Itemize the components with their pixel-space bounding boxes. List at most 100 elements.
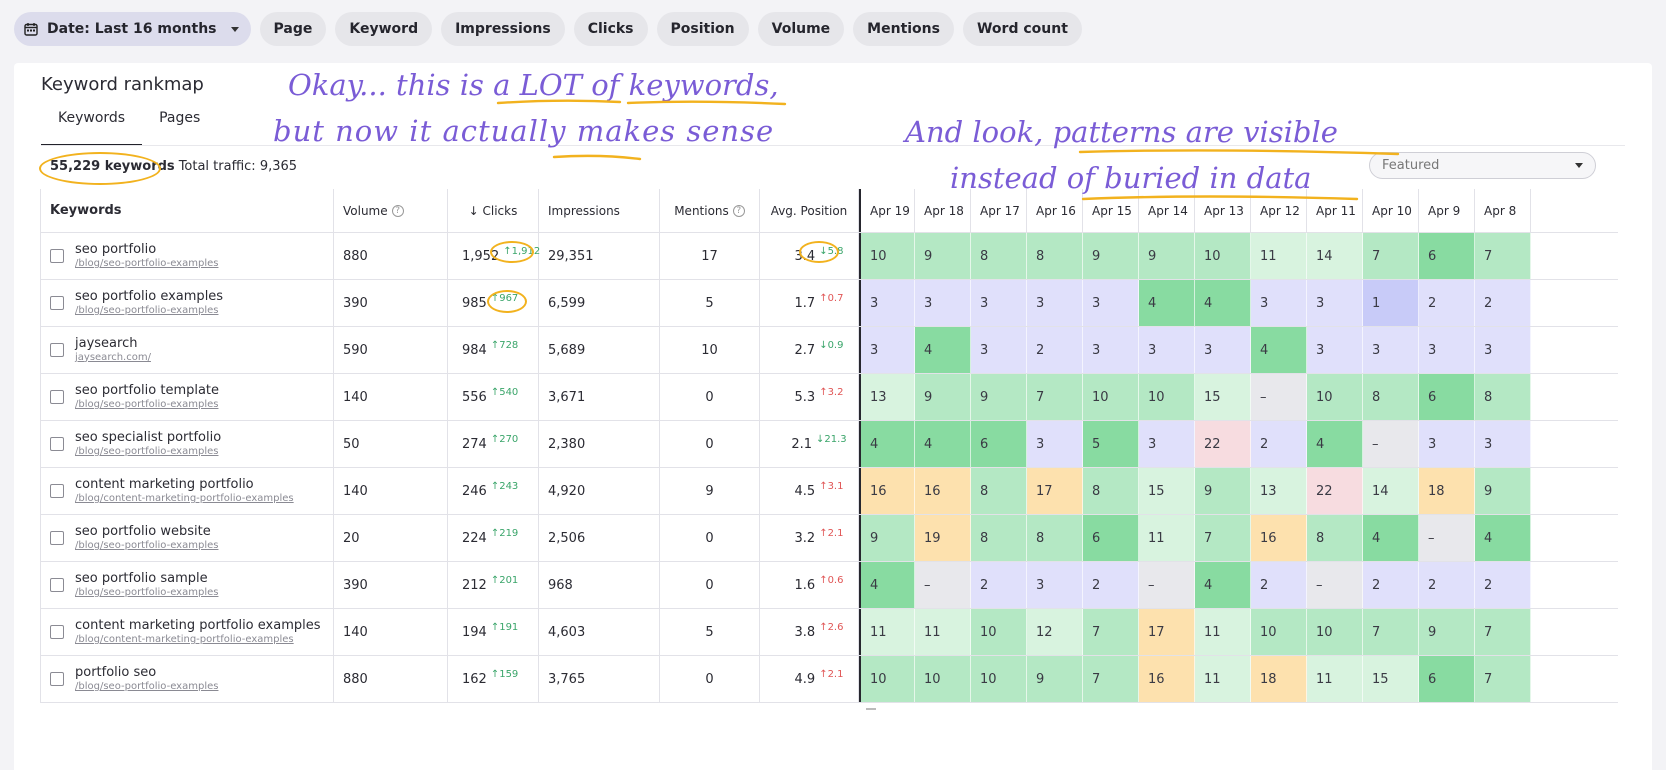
rank-cell[interactable]: 6 (1083, 515, 1139, 561)
rank-cell[interactable]: 7 (1475, 233, 1531, 279)
keyword-url-link[interactable]: /blog/seo-portfolio-examples (75, 586, 219, 598)
table-row[interactable]: seo portfolio/blog/seo-portfolio-example… (40, 233, 1618, 280)
rank-cell[interactable]: 11 (915, 609, 971, 655)
rank-cell[interactable]: 10 (971, 609, 1027, 655)
keyword-name[interactable]: seo portfolio website (75, 524, 211, 540)
rank-cell[interactable]: 15 (1139, 468, 1195, 514)
rank-cell[interactable]: 9 (915, 374, 971, 420)
rank-cell[interactable]: 6 (971, 421, 1027, 467)
rank-cell[interactable]: 3 (1475, 327, 1531, 373)
rank-cell[interactable]: 2 (1363, 562, 1419, 608)
rank-cell[interactable]: 3 (1027, 562, 1083, 608)
rank-cell[interactable]: 5 (1083, 421, 1139, 467)
rank-cell[interactable]: 6 (1419, 656, 1475, 702)
column-header-day[interactable]: Apr 12 (1251, 189, 1307, 232)
rank-cell[interactable]: 8 (1027, 233, 1083, 279)
rank-cell[interactable]: 9 (859, 515, 915, 561)
table-row[interactable]: portfolio seo/blog/seo-portfolio-example… (40, 656, 1618, 703)
rank-cell[interactable]: 11 (1195, 609, 1251, 655)
rank-cell[interactable]: 4 (859, 421, 915, 467)
rank-cell[interactable]: 16 (859, 468, 915, 514)
rank-cell[interactable]: 8 (971, 515, 1027, 561)
rank-cell[interactable]: 3 (859, 280, 915, 326)
rank-cell[interactable]: – (1251, 374, 1307, 420)
rank-cell[interactable]: 3 (1083, 327, 1139, 373)
column-header-day[interactable]: Apr 14 (1139, 189, 1195, 232)
keyword-url-link[interactable]: /blog/seo-portfolio-examples (75, 257, 219, 269)
rank-cell[interactable]: 11 (1307, 656, 1363, 702)
rank-cell[interactable]: 7 (1363, 609, 1419, 655)
tab-keywords[interactable]: Keywords (41, 103, 143, 146)
row-checkbox[interactable] (50, 625, 64, 639)
rank-cell[interactable]: 3 (1251, 280, 1307, 326)
rank-cell[interactable]: 8 (1083, 468, 1139, 514)
rank-cell[interactable]: 10 (915, 656, 971, 702)
horizontal-scrollbar[interactable] (866, 708, 876, 710)
filter-chip-mentions[interactable]: Mentions (853, 12, 954, 46)
rank-cell[interactable]: – (1419, 515, 1475, 561)
rank-cell[interactable]: 3 (1419, 421, 1475, 467)
rank-cell[interactable]: 3 (1139, 327, 1195, 373)
rank-cell[interactable]: 15 (1195, 374, 1251, 420)
rank-cell[interactable]: 9 (971, 374, 1027, 420)
keyword-url-link[interactable]: /blog/content-marketing-portfolio-exampl… (75, 492, 294, 504)
rank-cell[interactable]: 3 (1083, 280, 1139, 326)
keyword-url-link[interactable]: /blog/seo-portfolio-examples (75, 680, 219, 692)
column-header-avg-position[interactable]: Avg. Position (760, 189, 859, 232)
rank-cell[interactable]: 9 (1195, 468, 1251, 514)
filter-chip-word-count[interactable]: Word count (962, 12, 1082, 46)
rank-cell[interactable]: 3 (1307, 280, 1363, 326)
rank-cell[interactable]: 3 (971, 280, 1027, 326)
rank-cell[interactable]: 17 (1139, 609, 1195, 655)
column-header-day[interactable]: Apr 8 (1475, 189, 1531, 232)
rank-cell[interactable]: 4 (1195, 280, 1251, 326)
keyword-name[interactable]: seo portfolio (75, 242, 157, 258)
rank-cell[interactable]: 12 (1027, 609, 1083, 655)
keyword-name[interactable]: seo portfolio examples (75, 289, 224, 305)
column-header-day[interactable]: Apr 10 (1363, 189, 1419, 232)
column-header-impressions[interactable]: Impressions (539, 189, 660, 232)
rank-cell[interactable]: 7 (1083, 656, 1139, 702)
table-row[interactable]: seo portfolio sample/blog/seo-portfolio-… (40, 562, 1618, 609)
rank-cell[interactable]: 2 (1419, 562, 1475, 608)
rank-cell[interactable]: 3 (971, 327, 1027, 373)
rank-cell[interactable]: 10 (859, 233, 915, 279)
rank-cell[interactable]: 10 (1139, 374, 1195, 420)
rank-cell[interactable]: 9 (1419, 609, 1475, 655)
row-checkbox[interactable] (50, 484, 64, 498)
rank-cell[interactable]: 19 (915, 515, 971, 561)
row-checkbox[interactable] (50, 531, 64, 545)
rank-cell[interactable]: 3 (915, 280, 971, 326)
rank-cell[interactable]: 8 (1363, 374, 1419, 420)
rank-cell[interactable]: 4 (1195, 562, 1251, 608)
keyword-name[interactable]: portfolio seo (75, 665, 157, 681)
rank-cell[interactable]: 9 (1139, 233, 1195, 279)
rank-cell[interactable]: 11 (1195, 656, 1251, 702)
rank-cell[interactable]: 2 (1475, 562, 1531, 608)
column-header-clicks[interactable]: ↓ Clicks (448, 189, 539, 232)
rank-cell[interactable]: 11 (859, 609, 915, 655)
rank-cell[interactable]: 4 (1307, 421, 1363, 467)
table-row[interactable]: seo portfolio template/blog/seo-portfoli… (40, 374, 1618, 421)
rank-cell[interactable]: 10 (1307, 374, 1363, 420)
rank-cell[interactable]: 14 (1363, 468, 1419, 514)
rank-cell[interactable]: 4 (915, 421, 971, 467)
filter-chip-position[interactable]: Position (656, 12, 749, 46)
row-checkbox[interactable] (50, 578, 64, 592)
date-filter-dropdown[interactable]: Date: Last 16 months (14, 12, 251, 46)
column-header-mentions[interactable]: Mentions ? (660, 189, 760, 232)
help-icon[interactable]: ? (732, 204, 745, 217)
rank-cell[interactable]: 2 (1251, 421, 1307, 467)
rank-cell[interactable]: 16 (915, 468, 971, 514)
rank-cell[interactable]: 8 (1307, 515, 1363, 561)
column-header-day[interactable]: Apr 18 (915, 189, 971, 232)
rank-cell[interactable]: 7 (1475, 656, 1531, 702)
column-header-day[interactable]: Apr 9 (1419, 189, 1475, 232)
rank-cell[interactable]: 7 (1027, 374, 1083, 420)
rank-cell[interactable]: 13 (859, 374, 915, 420)
keyword-url-link[interactable]: jaysearch.com/ (75, 351, 151, 363)
rank-cell[interactable]: 2 (1419, 280, 1475, 326)
rank-cell[interactable]: 9 (1083, 233, 1139, 279)
help-icon[interactable]: ? (391, 204, 404, 217)
rank-cell[interactable]: 3 (1027, 280, 1083, 326)
